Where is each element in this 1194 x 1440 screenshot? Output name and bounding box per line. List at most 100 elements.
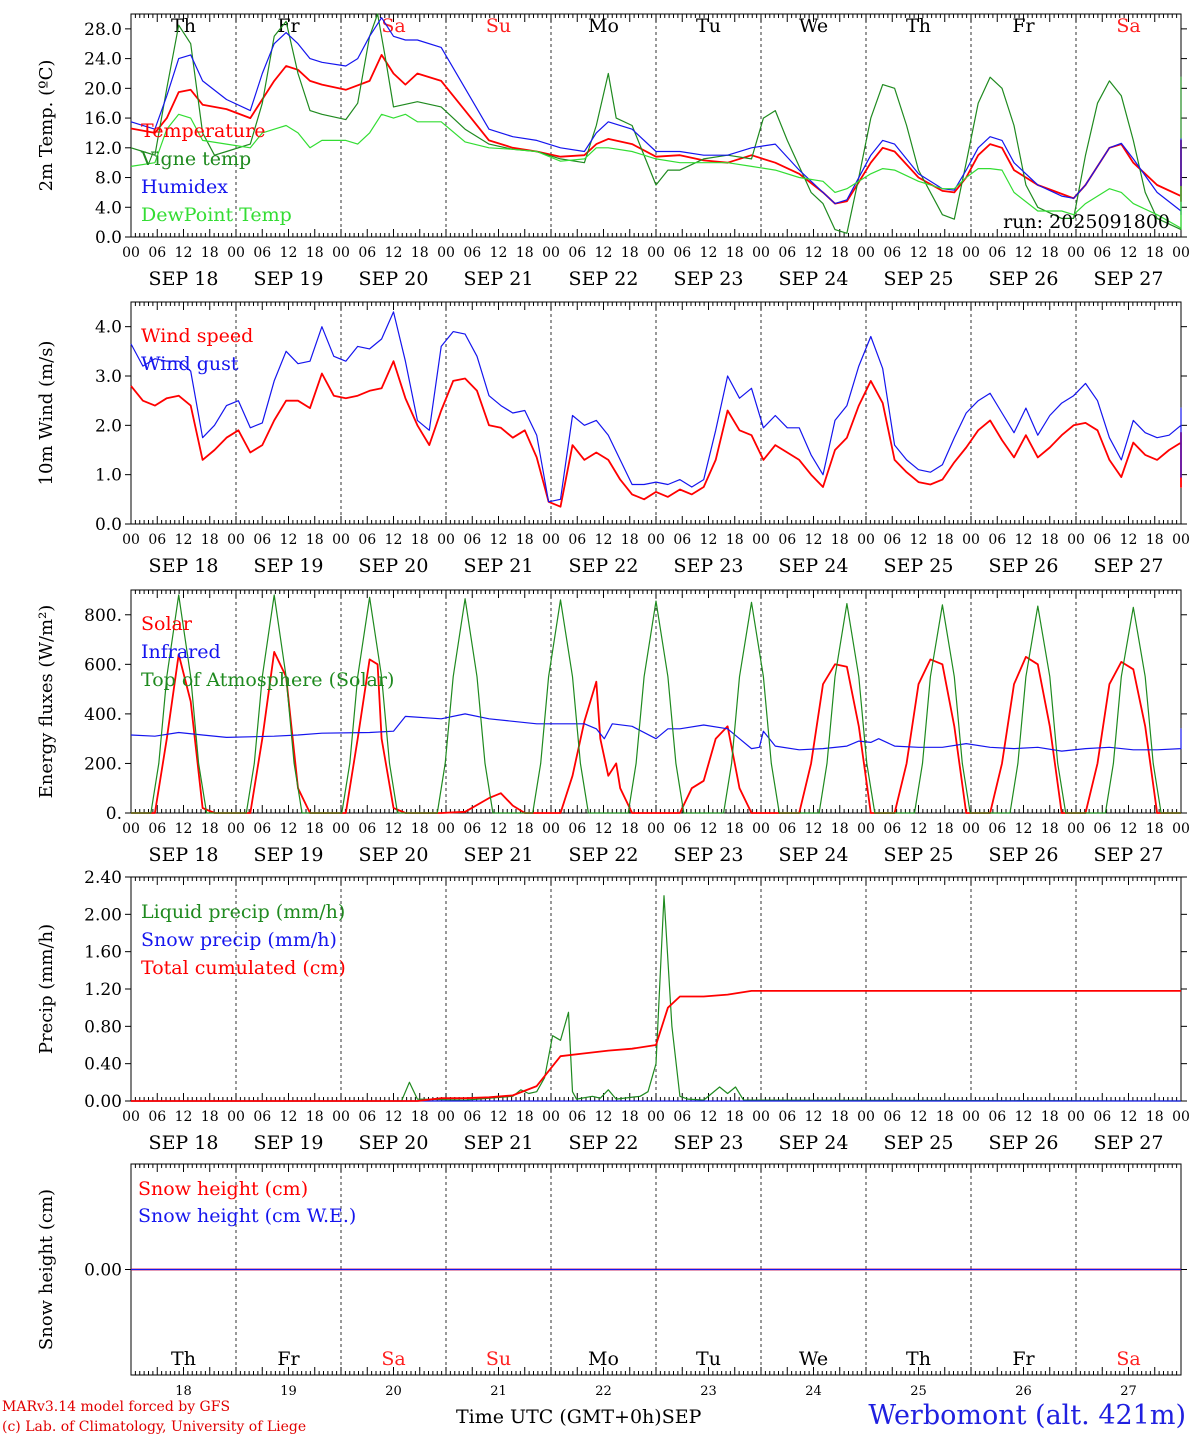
hour-tick-label: 12 xyxy=(805,821,823,837)
hour-tick-label: 18 xyxy=(201,1109,219,1125)
day-number-label: 19 xyxy=(280,1384,297,1399)
legend-entry: Snow height (cm W.E.) xyxy=(138,1205,356,1227)
hour-tick-label: 12 xyxy=(805,1109,823,1125)
hour-tick-label: 06 xyxy=(1093,532,1111,548)
date-label: SEP 25 xyxy=(884,268,954,290)
hour-tick-label: 00 xyxy=(227,821,245,837)
hour-tick-label: 18 xyxy=(726,1109,744,1125)
hour-tick-label: 12 xyxy=(175,532,193,548)
hour-tick-label: 06 xyxy=(148,532,166,548)
panel-4: 0.00 0.40 0.80 1.20 1.60 2.00 2.40 Precip (mm/h… xyxy=(36,868,1190,1154)
hour-tick-label: 12 xyxy=(700,245,718,261)
day-name-label: Sa xyxy=(381,1348,405,1370)
hour-tick-label: 12 xyxy=(280,1109,298,1125)
date-label: SEP 19 xyxy=(254,268,324,290)
y-tick-label: 0.00 xyxy=(84,1261,122,1281)
date-label: SEP 18 xyxy=(149,555,219,577)
series-line-infrared xyxy=(130,713,1182,752)
hour-tick-label: 06 xyxy=(463,245,481,261)
y-tick-label: 1.20 xyxy=(84,980,122,1000)
hour-tick-label: 06 xyxy=(568,821,586,837)
date-label: SEP 21 xyxy=(464,1132,534,1154)
date-label: SEP 25 xyxy=(884,1132,954,1154)
hour-tick-label: 00 xyxy=(122,532,140,548)
hour-tick-label: 06 xyxy=(778,532,796,548)
y-axis-label: 10m Wind (m/s) xyxy=(36,341,57,486)
date-label: SEP 24 xyxy=(779,268,849,290)
series-line-wind-gust xyxy=(130,311,1182,503)
legend-entry: Humidex xyxy=(141,176,228,198)
hour-tick-label: 18 xyxy=(201,532,219,548)
hour-tick-label: 12 xyxy=(700,532,718,548)
date-label: SEP 21 xyxy=(464,555,534,577)
date-label: SEP 27 xyxy=(1094,1132,1164,1154)
date-label: SEP 26 xyxy=(989,268,1059,290)
hour-tick-label: 18 xyxy=(621,821,639,837)
day-number-label: 18 xyxy=(175,1384,192,1399)
hour-tick-label: 06 xyxy=(673,532,691,548)
hour-tick-label: 00 xyxy=(1067,245,1085,261)
hour-tick-label: 00 xyxy=(752,245,770,261)
hour-tick-label: 00 xyxy=(962,821,980,837)
hour-tick-label: 18 xyxy=(516,1109,534,1125)
series-line-wind-speed xyxy=(130,360,1182,508)
date-label: SEP 23 xyxy=(674,268,744,290)
legend-entry: Solar xyxy=(141,613,193,635)
legend-entry: Infrared xyxy=(141,641,221,663)
hour-tick-label: 12 xyxy=(1120,245,1138,261)
hour-tick-label: 18 xyxy=(726,821,744,837)
hour-tick-label: 00 xyxy=(857,245,875,261)
hour-tick-label: 06 xyxy=(1093,245,1111,261)
day-name-label: We xyxy=(799,1348,828,1370)
hour-tick-label: 12 xyxy=(490,532,508,548)
hour-tick-label: 12 xyxy=(490,1109,508,1125)
day-name-label: We xyxy=(799,15,828,37)
hour-tick-label: 12 xyxy=(385,245,403,261)
hour-tick-label: 00 xyxy=(647,532,665,548)
hour-tick-label: 00 xyxy=(1067,532,1085,548)
panel-5: 0.00 Snow height (cm) Th 18 Fr 19 Sa 20 Su 21 Mo 22… xyxy=(36,1163,1187,1399)
y-tick-label: 800. xyxy=(84,606,122,626)
legend-entry: Top of Atmosphere (Solar) xyxy=(141,669,394,691)
day-name-label: Sa xyxy=(1116,1348,1140,1370)
hour-tick-label: 06 xyxy=(988,1109,1006,1125)
hour-tick-label: 18 xyxy=(516,821,534,837)
day-name-label: Fr xyxy=(1012,15,1035,37)
hour-tick-label: 06 xyxy=(358,1109,376,1125)
hour-tick-label: 06 xyxy=(568,1109,586,1125)
y-tick-label: 0.0 xyxy=(95,228,122,248)
hour-tick-label: 12 xyxy=(595,821,613,837)
legend-entry: Wind gust xyxy=(141,353,239,375)
date-label: SEP 24 xyxy=(779,1132,849,1154)
hour-tick-label: 06 xyxy=(988,245,1006,261)
hour-tick-label: 12 xyxy=(805,532,823,548)
hour-tick-label: 12 xyxy=(385,1109,403,1125)
hour-tick-label: 18 xyxy=(1041,532,1059,548)
hour-tick-label: 18 xyxy=(306,1109,324,1125)
day-number-label: 26 xyxy=(1015,1384,1032,1399)
hour-tick-label: 00 xyxy=(1172,821,1190,837)
hour-tick-label: 00 xyxy=(962,1109,980,1125)
hour-tick-label: 12 xyxy=(595,1109,613,1125)
hour-tick-label: 00 xyxy=(647,1109,665,1125)
y-tick-label: 1.60 xyxy=(84,943,122,963)
date-label: SEP 22 xyxy=(569,555,639,577)
date-label: SEP 24 xyxy=(779,555,849,577)
hour-tick-label: 18 xyxy=(306,245,324,261)
hour-tick-label: 06 xyxy=(778,1109,796,1125)
y-tick-label: 0.40 xyxy=(84,1055,122,1075)
hour-tick-label: 06 xyxy=(568,532,586,548)
date-label: SEP 18 xyxy=(149,1132,219,1154)
date-label: SEP 23 xyxy=(674,555,744,577)
hour-tick-label: 06 xyxy=(988,821,1006,837)
date-label: SEP 25 xyxy=(884,555,954,577)
date-label: SEP 24 xyxy=(779,844,849,866)
hour-tick-label: 00 xyxy=(332,532,350,548)
day-name-label: Fr xyxy=(277,15,300,37)
model-credit: MARv3.14 model forced by GFS xyxy=(2,1399,231,1415)
hour-tick-label: 12 xyxy=(910,245,928,261)
hour-tick-label: 00 xyxy=(647,245,665,261)
month-label: SEP xyxy=(661,1406,702,1428)
hour-tick-label: 00 xyxy=(857,821,875,837)
hour-tick-label: 06 xyxy=(463,1109,481,1125)
